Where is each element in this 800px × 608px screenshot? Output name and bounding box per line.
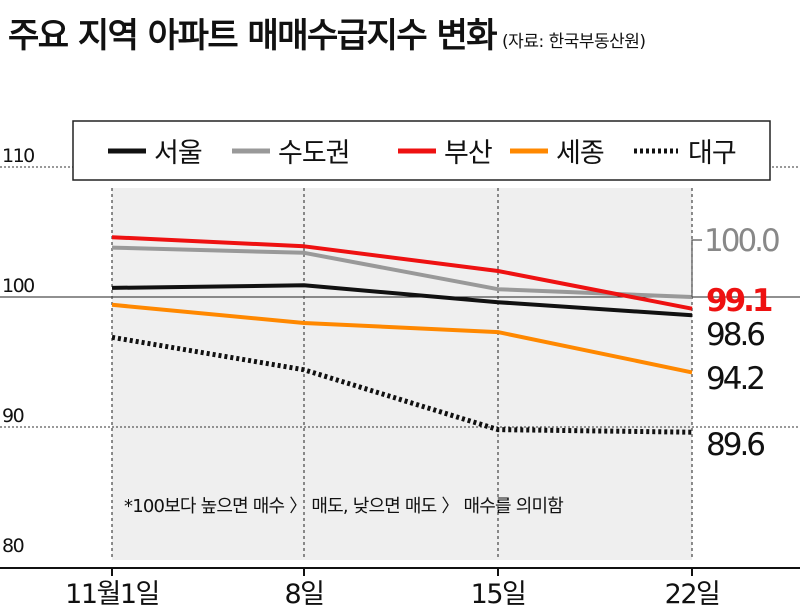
x-tick-label: 22일 — [665, 579, 720, 608]
end-label-세종: 94.2 — [706, 361, 763, 397]
legend-label-부산: 부산 — [444, 138, 492, 169]
end-label-서울: 98.6 — [706, 317, 764, 353]
y-tick-label-90: 90 — [2, 405, 24, 427]
series-line-부산 — [111, 235, 693, 311]
series-line-수도권 — [111, 245, 693, 299]
legend-label-세종: 세종 — [556, 138, 604, 169]
series-line-대구 — [111, 334, 693, 435]
legend-label-서울: 서울 — [154, 138, 202, 169]
y-tick-label-80: 80 — [2, 535, 24, 557]
legend-label-수도권: 수도권 — [278, 138, 350, 169]
legend-label-대구: 대구 — [688, 138, 736, 169]
chart-note: *100보다 높으면 매수 〉 매도, 낮으면 매도 〉 매수를 의미함 — [124, 496, 563, 517]
series-line-서울 — [111, 283, 693, 318]
end-label-대구: 89.6 — [706, 427, 764, 463]
end-label-수도권: 100.0 — [704, 223, 779, 259]
x-tick-label: 11월1일 — [65, 579, 159, 608]
y-tick-label-110: 110 — [2, 145, 34, 167]
y-tick-label-100: 100 — [2, 275, 34, 297]
end-label-부산: 99.1 — [706, 283, 772, 319]
x-tick-label: 8일 — [284, 579, 323, 608]
chart-title: 주요 지역 아파트 매매수급지수 변화 — [8, 16, 498, 56]
chart-source: (자료: 한국부동산원) — [502, 32, 646, 52]
leader-line — [691, 239, 702, 297]
series-line-세종 — [111, 302, 693, 375]
x-tick-label: 15일 — [471, 579, 526, 608]
chart-header: 주요 지역 아파트 매매수급지수 변화 (자료: 한국부동산원) — [8, 8, 646, 68]
